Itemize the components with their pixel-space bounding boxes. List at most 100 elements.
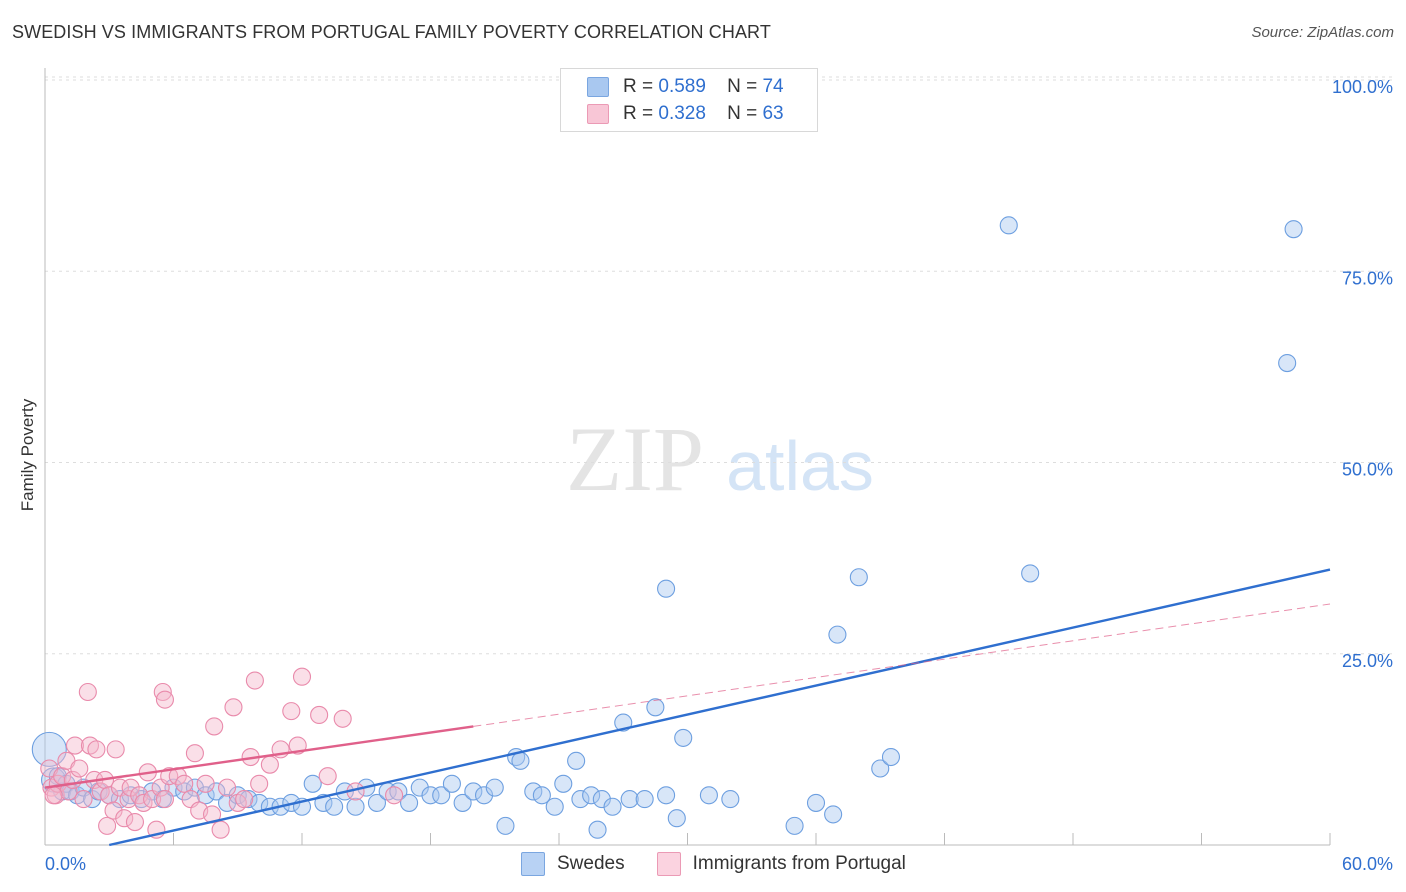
swedes-swatch xyxy=(521,852,545,876)
r-value: 0.589 xyxy=(658,76,706,97)
point-swedes xyxy=(532,786,551,805)
source-credit: Source: ZipAtlas.com xyxy=(1251,24,1394,41)
point-swedes xyxy=(400,793,419,812)
point-swedes xyxy=(582,786,601,805)
point-portugal xyxy=(318,767,337,786)
y-tick-label: 100.0% xyxy=(1332,77,1393,97)
point-swedes xyxy=(824,805,843,824)
point-swedes xyxy=(635,790,654,809)
point-portugal xyxy=(224,698,243,717)
point-swedes xyxy=(646,698,665,717)
legend-row-swedes: R = 0.589 N = 74 xyxy=(587,76,784,98)
point-portugal xyxy=(115,809,134,828)
y-tick-label: 75.0% xyxy=(1342,268,1393,288)
point-swedes xyxy=(588,820,607,839)
point-portugal xyxy=(385,786,404,805)
point-portugal xyxy=(310,705,329,725)
point-swedes xyxy=(453,793,472,812)
point-portugal xyxy=(205,717,224,736)
chart-title: SWEDISH VS IMMIGRANTS FROM PORTUGAL FAMI… xyxy=(12,22,771,42)
point-swedes xyxy=(325,797,344,816)
point-portugal xyxy=(155,690,174,709)
n-value: 74 xyxy=(762,76,784,97)
point-portugal xyxy=(91,782,110,801)
y-tick-label: 50.0% xyxy=(1342,460,1393,480)
watermark-zip: ZIP xyxy=(566,408,704,510)
n-value: 63 xyxy=(762,103,784,124)
r-label: R = xyxy=(623,103,654,124)
point-swedes xyxy=(999,216,1018,235)
legend-row-portugal: R = 0.328 N = 63 xyxy=(587,103,784,125)
point-portugal xyxy=(125,812,144,832)
point-swedes xyxy=(524,782,543,801)
point-swedes xyxy=(567,751,586,770)
point-swedes xyxy=(881,747,901,767)
legend-item-swedes: Swedes xyxy=(521,852,625,876)
point-portugal xyxy=(70,759,89,778)
point-portugal xyxy=(245,671,264,690)
point-portugal xyxy=(211,820,230,839)
legend-item-portugal: Immigrants from Portugal xyxy=(656,852,906,876)
point-swedes xyxy=(545,797,564,816)
point-swedes xyxy=(432,786,451,805)
point-portugal xyxy=(175,774,194,793)
point-swedes xyxy=(614,713,633,732)
point-swedes xyxy=(699,786,718,805)
point-swedes xyxy=(674,728,693,747)
point-swedes xyxy=(474,786,494,805)
point-portugal xyxy=(250,774,269,793)
trendline-portugal-extension xyxy=(473,603,1331,727)
point-portugal xyxy=(155,790,174,809)
point-swedes xyxy=(303,774,322,793)
point-portugal xyxy=(235,790,254,809)
point-portugal xyxy=(333,709,352,728)
point-portugal xyxy=(78,682,97,702)
trendline-swedes xyxy=(108,568,1331,847)
point-swedes xyxy=(871,759,890,778)
point-swedes xyxy=(217,793,237,812)
legend-label-portugal: Immigrants from Portugal xyxy=(692,853,906,874)
series-legend: Swedes Immigrants from Portugal xyxy=(521,852,938,876)
point-portugal xyxy=(98,816,117,835)
point-portugal xyxy=(104,801,123,820)
x-tick-label: 60.0% xyxy=(1342,854,1393,874)
r-label: R = xyxy=(623,76,654,97)
y-axis-label: Family Poverty xyxy=(18,398,37,512)
point-swedes xyxy=(828,625,847,644)
point-swedes xyxy=(421,786,440,805)
point-portugal xyxy=(260,755,279,774)
point-swedes xyxy=(603,797,622,816)
point-swedes xyxy=(239,790,258,809)
point-portugal xyxy=(106,740,125,759)
swedes-swatch xyxy=(587,77,609,97)
y-tick-label: 25.0% xyxy=(1342,651,1393,671)
point-swedes xyxy=(657,579,676,598)
point-swedes xyxy=(554,774,573,793)
point-portugal xyxy=(44,786,63,805)
point-swedes xyxy=(175,782,194,801)
point-swedes xyxy=(592,790,611,809)
point-swedes xyxy=(367,793,387,812)
point-portugal xyxy=(153,682,172,702)
point-portugal xyxy=(87,740,106,759)
point-portugal xyxy=(292,667,312,686)
trendline-portugal xyxy=(44,725,474,789)
point-swedes xyxy=(31,731,67,767)
point-portugal xyxy=(65,736,85,755)
point-swedes xyxy=(1284,220,1303,239)
point-swedes xyxy=(849,568,868,587)
point-swedes xyxy=(346,797,365,816)
point-swedes xyxy=(496,816,515,835)
point-swedes xyxy=(620,790,639,809)
r-value: 0.328 xyxy=(658,103,706,124)
point-portugal xyxy=(119,790,138,809)
point-swedes xyxy=(571,790,590,809)
point-portugal xyxy=(282,702,301,721)
portugal-swatch xyxy=(587,104,609,124)
portugal-swatch xyxy=(656,852,681,876)
point-swedes xyxy=(410,778,429,797)
point-swedes xyxy=(667,809,686,828)
point-portugal xyxy=(196,774,215,793)
point-swedes xyxy=(657,786,676,805)
